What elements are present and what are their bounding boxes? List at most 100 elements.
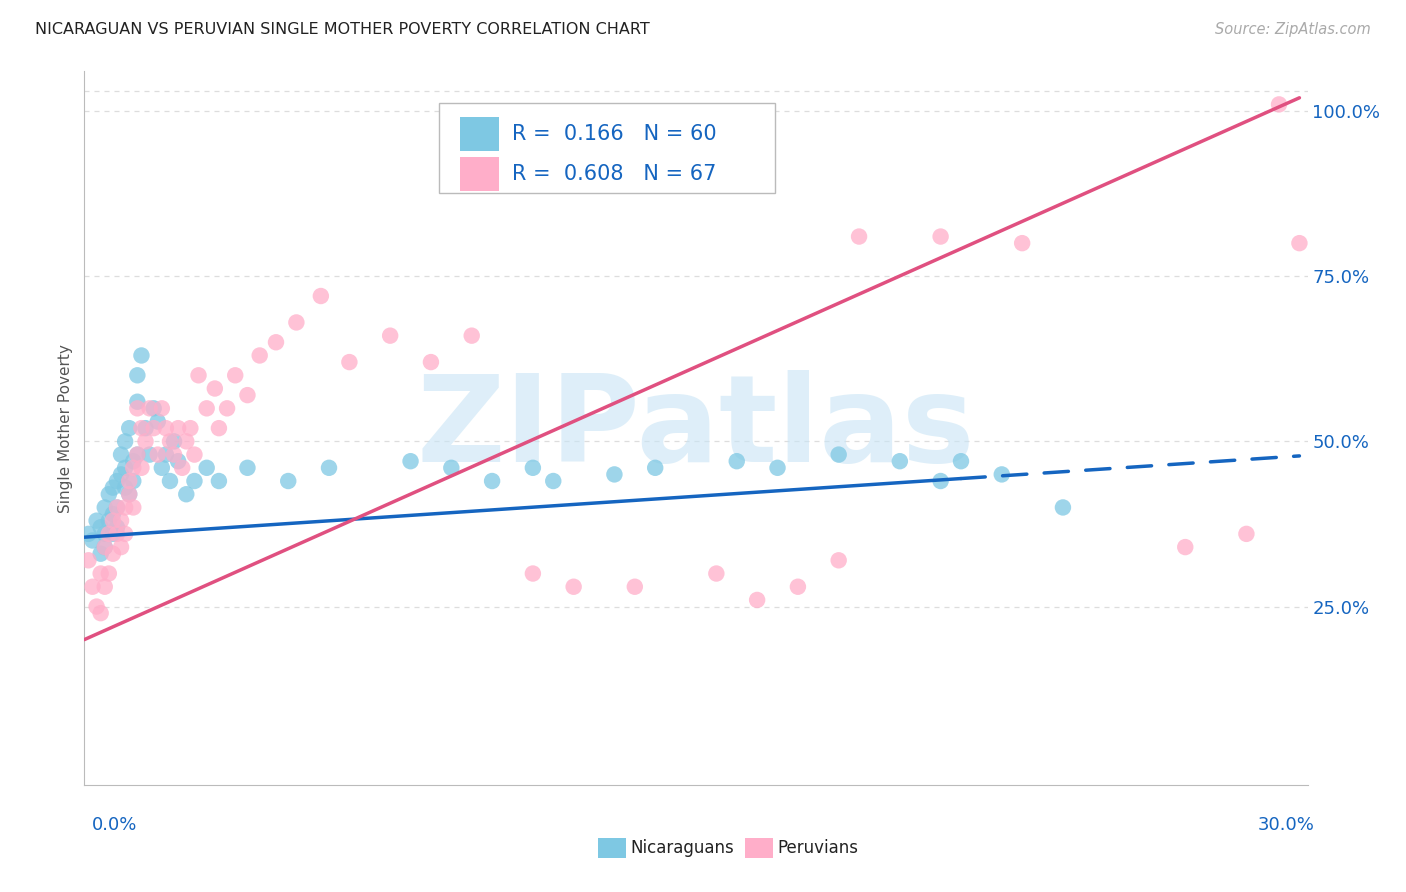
Point <box>93 527 117 541</box>
Point <box>543 474 565 488</box>
Point <box>110 467 132 482</box>
Point <box>114 460 136 475</box>
Point <box>929 229 952 244</box>
Point <box>122 460 145 475</box>
Point <box>105 500 128 515</box>
Point <box>105 527 128 541</box>
Point <box>127 448 149 462</box>
Point <box>522 460 544 475</box>
Point <box>380 328 402 343</box>
Point <box>150 401 173 416</box>
Point <box>114 500 136 515</box>
Point <box>747 593 769 607</box>
Point <box>131 460 153 475</box>
Point <box>90 606 112 620</box>
Point <box>105 500 128 515</box>
Point <box>176 434 198 449</box>
Point <box>138 401 160 416</box>
Point <box>950 454 973 468</box>
Point <box>155 421 177 435</box>
Point <box>118 474 141 488</box>
Text: 30.0%: 30.0% <box>1258 816 1315 834</box>
Point <box>187 368 209 383</box>
Point <box>889 454 911 468</box>
Point <box>264 335 287 350</box>
Point <box>127 448 149 462</box>
Point <box>93 580 117 594</box>
Point <box>131 349 153 363</box>
Point <box>1288 236 1310 251</box>
Point <box>142 401 165 416</box>
Point <box>101 514 124 528</box>
Point <box>97 527 120 541</box>
Text: 0.0%: 0.0% <box>91 816 136 834</box>
Point <box>127 401 149 416</box>
Point <box>150 460 173 475</box>
Text: R =  0.608   N = 67: R = 0.608 N = 67 <box>513 164 717 185</box>
Point <box>159 474 181 488</box>
Point <box>142 421 165 435</box>
Point <box>93 540 117 554</box>
Point <box>110 540 132 554</box>
Point <box>991 467 1014 482</box>
Point <box>90 547 112 561</box>
Point <box>224 368 246 383</box>
Point <box>787 580 810 594</box>
Point <box>93 500 117 515</box>
Point <box>138 448 160 462</box>
Point <box>167 454 190 468</box>
Point <box>155 448 177 462</box>
Point <box>208 474 231 488</box>
Point <box>97 566 120 581</box>
Point <box>309 289 332 303</box>
Point <box>725 454 748 468</box>
Point <box>105 474 128 488</box>
Point <box>127 394 149 409</box>
Point <box>176 487 198 501</box>
Point <box>420 355 443 369</box>
Point <box>644 460 666 475</box>
Bar <box>460 117 499 152</box>
Point <box>318 460 340 475</box>
Point <box>624 580 647 594</box>
Point <box>82 533 104 548</box>
Point <box>204 382 226 396</box>
Point <box>706 566 728 581</box>
Point <box>101 481 124 495</box>
Point <box>93 540 117 554</box>
Point <box>828 553 851 567</box>
Text: Nicaraguans: Nicaraguans <box>630 839 734 857</box>
Point <box>110 514 132 528</box>
Point <box>90 566 112 581</box>
Point <box>131 421 153 435</box>
Point <box>97 487 120 501</box>
Point <box>122 500 145 515</box>
Point <box>146 415 169 429</box>
Point <box>101 547 124 561</box>
Point <box>118 487 141 501</box>
Point <box>277 474 299 488</box>
Point <box>86 514 108 528</box>
Point <box>236 460 259 475</box>
Point <box>440 460 463 475</box>
Point <box>172 460 194 475</box>
Point <box>766 460 789 475</box>
Point <box>97 514 120 528</box>
Point <box>522 566 544 581</box>
Point <box>929 474 952 488</box>
Point <box>159 434 181 449</box>
Text: R =  0.166   N = 60: R = 0.166 N = 60 <box>513 124 717 145</box>
Point <box>848 229 870 244</box>
Point <box>77 553 100 567</box>
Point <box>399 454 422 468</box>
Point <box>167 421 190 435</box>
FancyBboxPatch shape <box>439 103 776 193</box>
Point <box>249 349 271 363</box>
Text: NICARAGUAN VS PERUVIAN SINGLE MOTHER POVERTY CORRELATION CHART: NICARAGUAN VS PERUVIAN SINGLE MOTHER POV… <box>35 22 650 37</box>
Point <box>1011 236 1033 251</box>
Point <box>179 421 201 435</box>
Point <box>127 368 149 383</box>
Point <box>339 355 361 369</box>
Point <box>101 507 124 521</box>
Point <box>82 580 104 594</box>
